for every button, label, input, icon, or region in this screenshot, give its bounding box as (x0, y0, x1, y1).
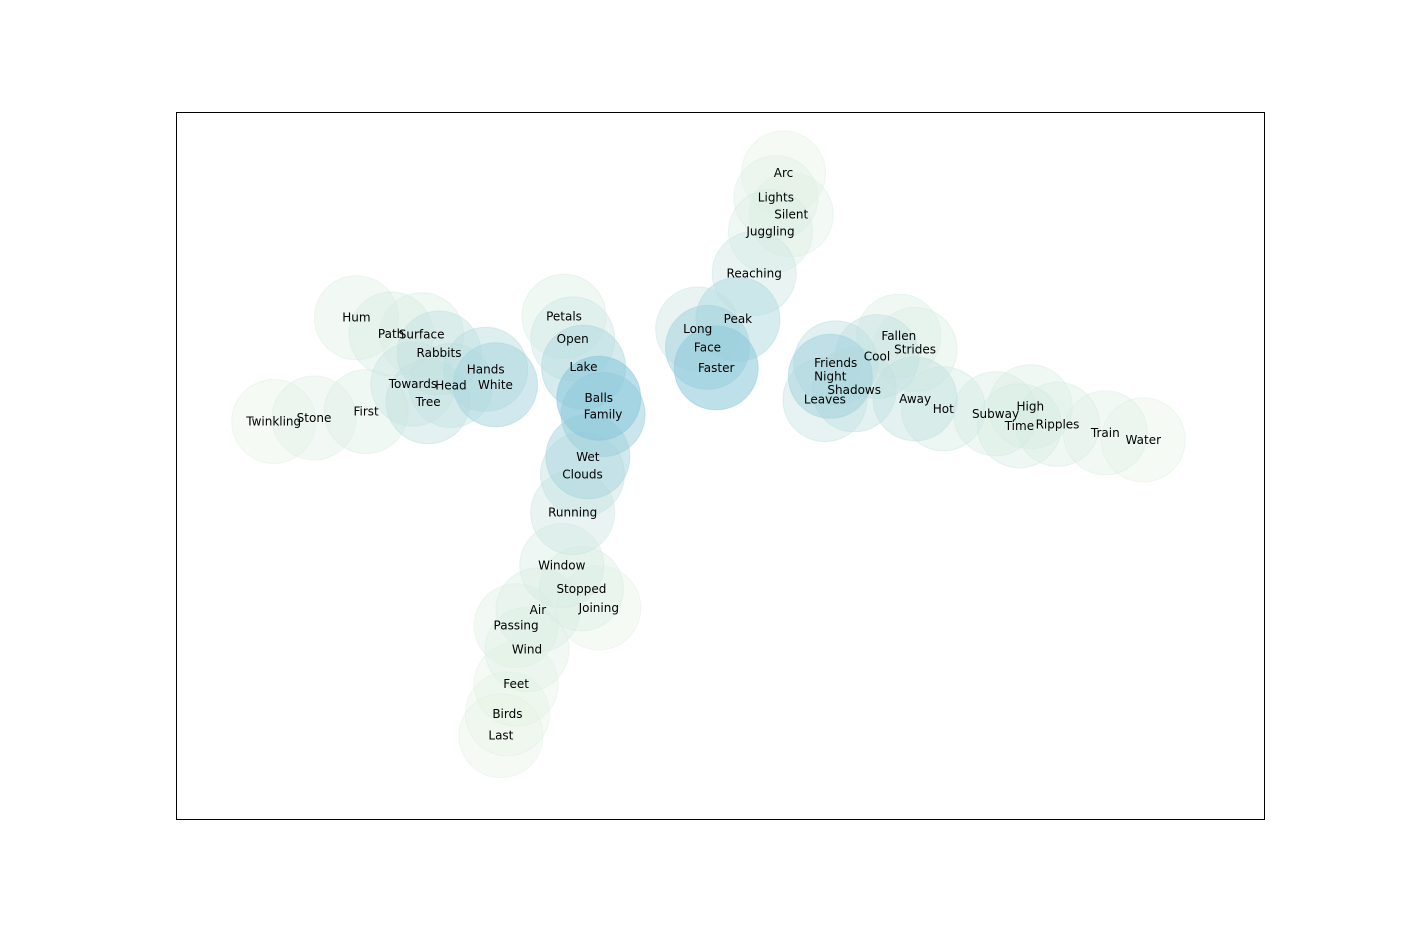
label-ripples: Ripples (1036, 417, 1080, 431)
label-shadows: Shadows (827, 383, 881, 397)
label-surface: Surface (399, 328, 445, 342)
label-layer: Arc Lights Silent Juggling Reaching Peak Long F… (245, 166, 1161, 743)
bubble-water (1100, 397, 1186, 483)
label-head: Head (435, 379, 466, 393)
label-lights: Lights (758, 191, 794, 205)
bubble-faster (673, 325, 759, 411)
label-lake: Lake (570, 360, 598, 374)
label-away: Away (899, 392, 931, 406)
bubble-passing (473, 583, 559, 669)
label-arc: Arc (774, 166, 793, 180)
label-friends: Friends (814, 356, 857, 370)
label-hot: Hot (933, 402, 954, 416)
bubble-window (519, 523, 605, 608)
label-subway: Subway (972, 407, 1019, 421)
label-last: Last (488, 729, 513, 743)
label-long: Long (683, 322, 712, 336)
plot-frame (176, 112, 1265, 820)
bubble-path (348, 291, 434, 377)
bubble-strides (872, 307, 958, 392)
bubble-stopped (538, 546, 624, 632)
label-stone: Stone (297, 411, 332, 425)
bubble-time (976, 383, 1062, 469)
bubble-stone (271, 375, 357, 461)
bubble-first (323, 369, 409, 455)
label-train: Train (1090, 426, 1120, 440)
label-open: Open (557, 332, 589, 346)
label-wind: Wind (512, 643, 542, 657)
bubble-lights (733, 155, 819, 241)
label-hum: Hum (342, 311, 370, 325)
label-birds: Birds (492, 707, 522, 721)
bubble-away (872, 356, 958, 442)
bubble-night (787, 333, 873, 419)
bubble-subway (953, 371, 1038, 457)
label-tree: Tree (415, 395, 441, 409)
bubble-juggling (728, 189, 813, 275)
bubble-feet (473, 641, 559, 727)
bubble-twinkling (231, 379, 317, 464)
bubble-hot (900, 366, 986, 452)
label-towards: Towards (388, 377, 437, 391)
label-air: Air (530, 603, 547, 617)
label-high: High (1017, 400, 1045, 414)
label-water: Water (1126, 433, 1162, 447)
bubble-white (453, 342, 538, 428)
bubble-layer (231, 130, 1186, 779)
bubble-high (987, 364, 1073, 450)
label-faster: Faster (698, 361, 734, 375)
label-family: Family (584, 408, 623, 422)
label-time: Time (1004, 419, 1034, 433)
bubble-surface (379, 292, 465, 378)
label-silent: Silent (774, 208, 808, 222)
label-rabbits: Rabbits (417, 346, 462, 360)
label-face: Face (694, 340, 721, 354)
label-fallen: Fallen (881, 329, 916, 343)
label-reaching: Reaching (727, 266, 782, 280)
label-joining: Joining (578, 601, 619, 615)
bubble-balls (556, 355, 642, 441)
label-leaves: Leaves (804, 393, 846, 407)
label-hands: Hands (467, 362, 505, 376)
label-strides: Strides (894, 343, 936, 357)
label-window: Window (538, 559, 586, 573)
label-peak: Peak (724, 312, 753, 326)
label-first: First (353, 405, 379, 419)
label-running: Running (548, 506, 597, 520)
label-white: White (478, 378, 513, 392)
label-stopped: Stopped (556, 582, 606, 596)
label-feet: Feet (503, 677, 529, 691)
bubble-hum (313, 275, 399, 361)
bubble-air (495, 567, 581, 653)
bubble-joining (556, 565, 642, 651)
label-wet: Wet (576, 450, 600, 464)
label-petals: Petals (546, 309, 582, 323)
label-night: Night (814, 369, 847, 383)
label-path: Path (378, 327, 404, 341)
label-twinkling: Twinkling (245, 415, 301, 429)
label-clouds: Clouds (562, 468, 603, 482)
label-cool: Cool (864, 350, 890, 364)
label-passing: Passing (494, 619, 539, 633)
label-balls: Balls (585, 391, 614, 405)
bubble-birds (464, 671, 550, 757)
bubble-wind (484, 607, 570, 693)
label-juggling: Juggling (745, 225, 794, 239)
